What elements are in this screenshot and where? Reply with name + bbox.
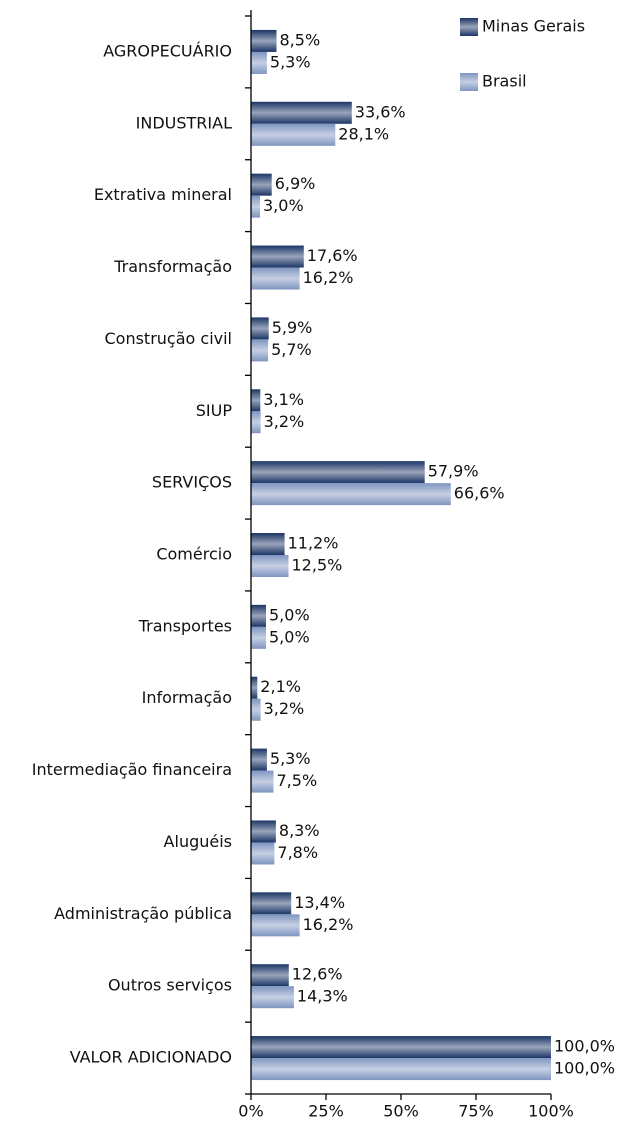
value-label: 11,2% — [288, 534, 339, 553]
value-label: 66,6% — [454, 484, 505, 503]
bar — [251, 389, 261, 412]
value-label: 3,2% — [264, 699, 305, 718]
bar — [251, 842, 275, 865]
bar — [251, 892, 292, 915]
bar — [251, 51, 267, 74]
bar — [251, 1058, 551, 1081]
value-label: 16,2% — [303, 915, 354, 934]
bar — [251, 604, 266, 627]
value-label: 14,3% — [297, 987, 348, 1006]
category-label: SIUP — [196, 401, 233, 420]
category-label: SERVIÇOS — [152, 473, 232, 492]
bar — [251, 748, 267, 771]
value-label: 12,5% — [292, 556, 343, 575]
value-label: 7,5% — [277, 771, 318, 790]
category-label: INDUSTRIAL — [136, 113, 232, 132]
value-label: 3,0% — [263, 196, 304, 215]
bar — [251, 461, 425, 484]
value-label: 28,1% — [338, 124, 389, 143]
category-label: Transportes — [138, 616, 232, 635]
legend-swatch — [460, 18, 478, 36]
category-label: Intermediação financeira — [32, 760, 232, 779]
bar — [251, 698, 261, 721]
value-label: 5,0% — [269, 605, 310, 624]
value-label: 17,6% — [307, 246, 358, 265]
bar — [251, 245, 304, 268]
category-label: Construção civil — [104, 329, 232, 348]
value-label: 2,1% — [260, 677, 301, 696]
value-label: 100,0% — [554, 1037, 615, 1056]
bar — [251, 770, 274, 793]
value-label: 5,7% — [271, 340, 312, 359]
bar — [251, 101, 352, 124]
legend-label: Minas Gerais — [482, 17, 585, 36]
category-label: Aluguéis — [164, 832, 232, 851]
value-label: 100,0% — [554, 1059, 615, 1078]
legend-label: Brasil — [482, 72, 527, 91]
x-tick-label: 25% — [308, 1102, 344, 1121]
category-label: VALOR ADICIONADO — [70, 1048, 232, 1067]
category-label: AGROPECUÁRIO — [103, 41, 232, 60]
category-label: Transformação — [113, 257, 232, 276]
bar — [251, 820, 276, 843]
bar — [251, 317, 269, 340]
bar — [251, 411, 261, 434]
bar — [251, 1036, 551, 1059]
category-label: Outros serviços — [108, 976, 232, 995]
x-tick-label: 100% — [528, 1102, 574, 1121]
value-label: 3,1% — [263, 390, 304, 409]
bar — [251, 555, 289, 577]
value-label: 5,3% — [270, 749, 311, 768]
bar — [251, 195, 260, 218]
bar — [251, 123, 336, 146]
value-label: 5,9% — [272, 318, 313, 337]
value-label: 8,3% — [279, 821, 320, 840]
x-tick-label: 50% — [383, 1102, 419, 1121]
category-label: Administração pública — [54, 904, 232, 923]
bar — [251, 626, 266, 649]
value-label: 13,4% — [294, 893, 345, 912]
bar — [251, 914, 300, 937]
category-label: Comércio — [156, 545, 232, 564]
category-label: Informação — [142, 688, 232, 707]
legend-swatch — [460, 73, 478, 91]
value-label: 57,9% — [428, 462, 479, 481]
bar — [251, 483, 451, 506]
x-tick-label: 0% — [238, 1102, 263, 1121]
value-label: 8,5% — [280, 30, 321, 49]
bar — [251, 267, 300, 290]
category-label: Extrativa mineral — [94, 185, 232, 204]
value-label: 16,2% — [303, 268, 354, 287]
value-label: 5,3% — [270, 52, 311, 71]
bar — [251, 339, 269, 362]
value-label: 33,6% — [355, 102, 406, 121]
bar — [251, 676, 258, 699]
value-label: 12,6% — [292, 965, 343, 984]
bar — [251, 533, 285, 555]
x-tick-label: 75% — [458, 1102, 494, 1121]
value-label: 3,2% — [264, 412, 305, 431]
value-label: 5,0% — [269, 627, 310, 646]
bar — [251, 29, 277, 52]
value-label: 6,9% — [275, 174, 316, 193]
bar — [251, 173, 272, 196]
bar — [251, 964, 289, 987]
bar — [251, 986, 294, 1009]
value-label: 7,8% — [277, 843, 318, 862]
